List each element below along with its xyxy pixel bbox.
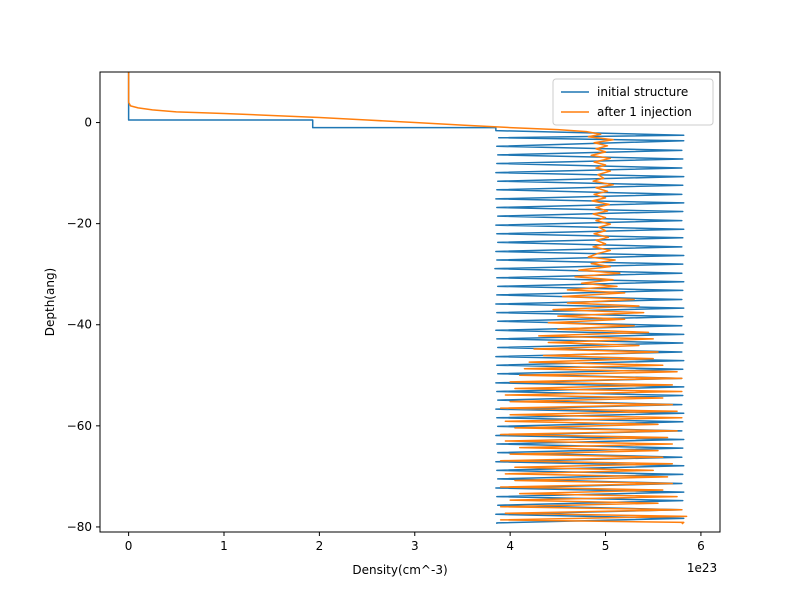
legend-box: [552, 78, 714, 126]
x-tick-label: 1: [220, 539, 228, 553]
y-axis-label: Depth(ang): [43, 268, 57, 337]
x-tick-label: 2: [316, 539, 324, 553]
y-tick-label: −40: [67, 318, 92, 332]
axes-frame: [99, 71, 721, 533]
y-tick-label: −60: [67, 419, 92, 433]
y-tick-label: −80: [67, 520, 92, 534]
x-tick-label: 4: [506, 539, 514, 553]
x-tick-label: 6: [697, 539, 705, 553]
x-tick-label: 5: [602, 539, 610, 553]
y-axis-ticks: 0 −20 −40 −60 −80: [67, 116, 100, 534]
x-axis-ticks: 0 1 2 3 4 5 6: [125, 532, 705, 553]
legend-label: after 1 injection: [597, 105, 692, 119]
series-layer: [127, 72, 688, 525]
x-axis-offset-label: 1e23: [687, 561, 717, 575]
x-axis-label: Density(cm^-3): [352, 563, 447, 577]
x-tick-label: 0: [125, 539, 133, 553]
y-tick-label: −20: [67, 217, 92, 231]
y-tick-label: 0: [84, 116, 92, 130]
legend: initial structure after 1 injection: [552, 78, 714, 126]
series-line-2: [127, 72, 688, 525]
legend-label: initial structure: [597, 85, 688, 99]
x-tick-label: 3: [411, 539, 419, 553]
series-line-1: [127, 72, 685, 524]
